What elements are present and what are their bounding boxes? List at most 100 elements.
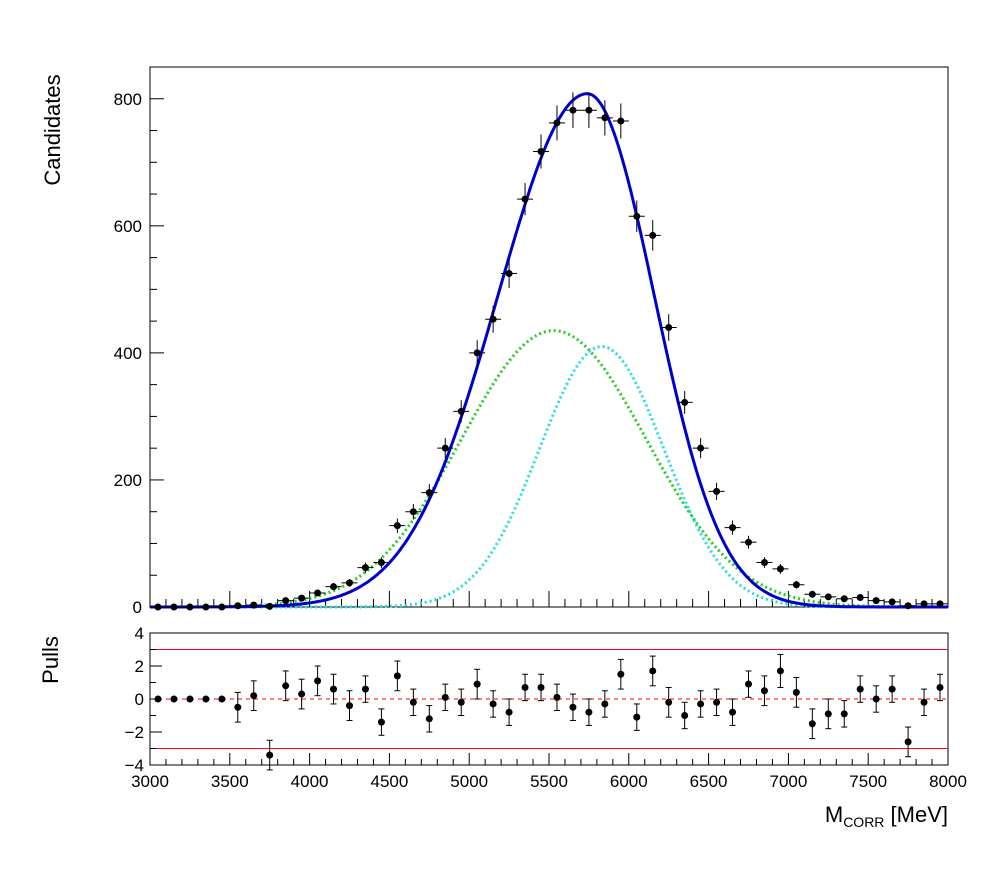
data-marker bbox=[601, 114, 609, 122]
fit-curves bbox=[150, 92, 948, 609]
pull-marker bbox=[745, 680, 752, 688]
main-axes: 0 200 400 600 800 bbox=[114, 90, 949, 617]
pull-point bbox=[234, 691, 242, 723]
data-marker bbox=[186, 603, 194, 611]
data-marker bbox=[904, 602, 912, 610]
data-point bbox=[245, 601, 262, 609]
pull-marker bbox=[457, 698, 465, 706]
fit-component-cyan-curve bbox=[150, 344, 948, 609]
data-marker bbox=[920, 600, 928, 608]
pull-point bbox=[202, 695, 210, 703]
pull-point bbox=[154, 695, 162, 703]
pull-y-tick-label: 4 bbox=[135, 624, 144, 643]
pull-marker bbox=[856, 685, 864, 693]
pull-point bbox=[713, 688, 721, 716]
pull-point bbox=[298, 678, 306, 710]
pull-point bbox=[776, 653, 784, 688]
pull-marker bbox=[760, 687, 768, 695]
data-point bbox=[389, 518, 406, 533]
pull-point bbox=[888, 675, 896, 703]
data-point bbox=[421, 484, 438, 502]
data-point bbox=[596, 100, 613, 136]
total-fit-curve bbox=[150, 92, 948, 609]
x-axis-label-subscript: CORR bbox=[843, 814, 884, 830]
pull-marker bbox=[585, 708, 593, 716]
data-marker bbox=[824, 593, 832, 601]
x-axis-label-main: M bbox=[825, 802, 843, 827]
data-marker bbox=[888, 598, 896, 606]
pull-marker bbox=[920, 698, 928, 706]
pull-y-tick-label: −2 bbox=[125, 723, 144, 742]
pull-point bbox=[425, 705, 433, 733]
data-marker bbox=[266, 602, 274, 610]
pull-marker bbox=[266, 751, 274, 759]
data-point bbox=[820, 593, 837, 601]
x-tick-label: 4500 bbox=[370, 772, 408, 791]
pull-point bbox=[872, 685, 880, 713]
pull-point bbox=[505, 698, 513, 726]
pull-point bbox=[856, 675, 864, 703]
data-marker bbox=[170, 603, 178, 611]
pull-point bbox=[473, 668, 481, 700]
data-marker bbox=[713, 487, 721, 495]
data-point bbox=[900, 602, 917, 610]
x-axis-label-unit: [MeV] bbox=[884, 802, 948, 827]
pull-marker bbox=[346, 702, 353, 710]
pull-marker bbox=[202, 695, 210, 703]
pull-point bbox=[601, 690, 609, 718]
data-point bbox=[293, 594, 310, 602]
data-marker bbox=[553, 119, 561, 127]
pull-marker bbox=[234, 703, 242, 711]
pull-marker bbox=[665, 698, 673, 706]
data-marker bbox=[377, 559, 385, 567]
pull-marker bbox=[473, 680, 481, 688]
pull-point bbox=[920, 688, 928, 716]
pull-points bbox=[154, 653, 944, 771]
data-point bbox=[165, 603, 182, 611]
main-plot-frame bbox=[149, 66, 949, 608]
pull-point bbox=[745, 670, 752, 698]
pull-marker bbox=[681, 712, 689, 719]
data-point bbox=[405, 503, 422, 520]
data-marker bbox=[745, 538, 752, 546]
data-marker bbox=[537, 147, 545, 155]
x-tick-label: 7000 bbox=[769, 772, 807, 791]
data-point bbox=[437, 438, 454, 459]
pull-point bbox=[824, 698, 832, 730]
data-point bbox=[549, 105, 565, 141]
pull-marker bbox=[649, 667, 657, 675]
pull-marker bbox=[361, 685, 369, 693]
pull-point bbox=[681, 701, 689, 730]
data-marker bbox=[489, 315, 497, 323]
pulls-axes: −4 −2 0 2 4 3000 3500 4000 4500 5000 5500 6000 6500 7… bbox=[125, 624, 967, 791]
pull-point bbox=[521, 673, 529, 702]
data-marker bbox=[569, 106, 577, 114]
data-marker bbox=[856, 593, 864, 601]
x-tick-label: 3500 bbox=[211, 772, 249, 791]
pull-point bbox=[537, 673, 545, 702]
pull-point bbox=[282, 670, 290, 702]
data-points bbox=[150, 92, 948, 611]
data-point bbox=[213, 603, 230, 611]
pull-point bbox=[936, 673, 944, 702]
data-marker bbox=[697, 444, 705, 452]
pull-marker bbox=[282, 682, 290, 690]
pulls-y-axis-label: Pulls bbox=[38, 636, 63, 684]
pull-point bbox=[808, 708, 816, 740]
pull-point bbox=[393, 660, 401, 692]
pull-marker bbox=[425, 715, 433, 723]
pull-point bbox=[585, 698, 593, 726]
pull-point bbox=[457, 688, 465, 716]
data-marker bbox=[282, 597, 290, 605]
data-point bbox=[469, 340, 486, 366]
data-marker bbox=[314, 589, 322, 597]
data-marker bbox=[330, 583, 338, 591]
pull-marker bbox=[633, 713, 641, 721]
y-tick-label: 600 bbox=[114, 217, 142, 236]
data-marker bbox=[425, 489, 433, 497]
data-marker bbox=[665, 323, 673, 331]
pull-point bbox=[314, 665, 322, 697]
data-marker bbox=[792, 581, 800, 589]
pull-point bbox=[729, 698, 737, 726]
